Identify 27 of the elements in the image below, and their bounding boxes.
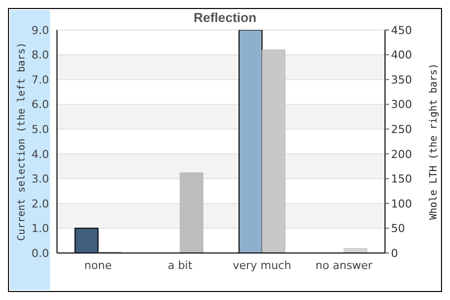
y-tick-label: 4.0 [32, 148, 49, 161]
y2-tick-label: 350 [391, 73, 412, 86]
x-tick-label: no answer [316, 258, 373, 272]
x-tick-label: none [84, 258, 112, 272]
y-tick-label: 3.0 [32, 172, 49, 186]
y2-tick-label: 250 [391, 123, 412, 136]
chart-title: Reflection [192, 10, 258, 25]
y-tick-label: 9.0 [32, 24, 49, 37]
y-tick-label: 7.0 [32, 73, 49, 86]
y-axis-title: Current selection (the left bars) [16, 42, 28, 241]
y2-tick-label: 450 [391, 24, 412, 37]
y2-tick-label: 400 [391, 48, 412, 62]
y2-tick-label: 300 [391, 98, 412, 112]
y2-tick-label: 0 [391, 246, 398, 260]
y2-tick-label: 50 [391, 222, 405, 236]
y-tick-label: 1.0 [32, 222, 49, 236]
y2-tick-label: 100 [391, 197, 412, 210]
y2-tick-label: 200 [391, 148, 412, 161]
y-tick-label: 6.0 [32, 98, 49, 112]
y-tick-label: 0.0 [32, 246, 49, 260]
x-tick-label: a bit [168, 258, 193, 272]
y2-tick-label: 150 [391, 172, 412, 186]
y-tick-label: 8.0 [32, 48, 49, 62]
x-tick-label: very much [232, 258, 292, 272]
y2-axis-title: Whole LTH (the right bars) [428, 63, 440, 220]
y-tick-label: 2.0 [32, 197, 49, 210]
y-tick-label: 5.0 [32, 123, 49, 136]
